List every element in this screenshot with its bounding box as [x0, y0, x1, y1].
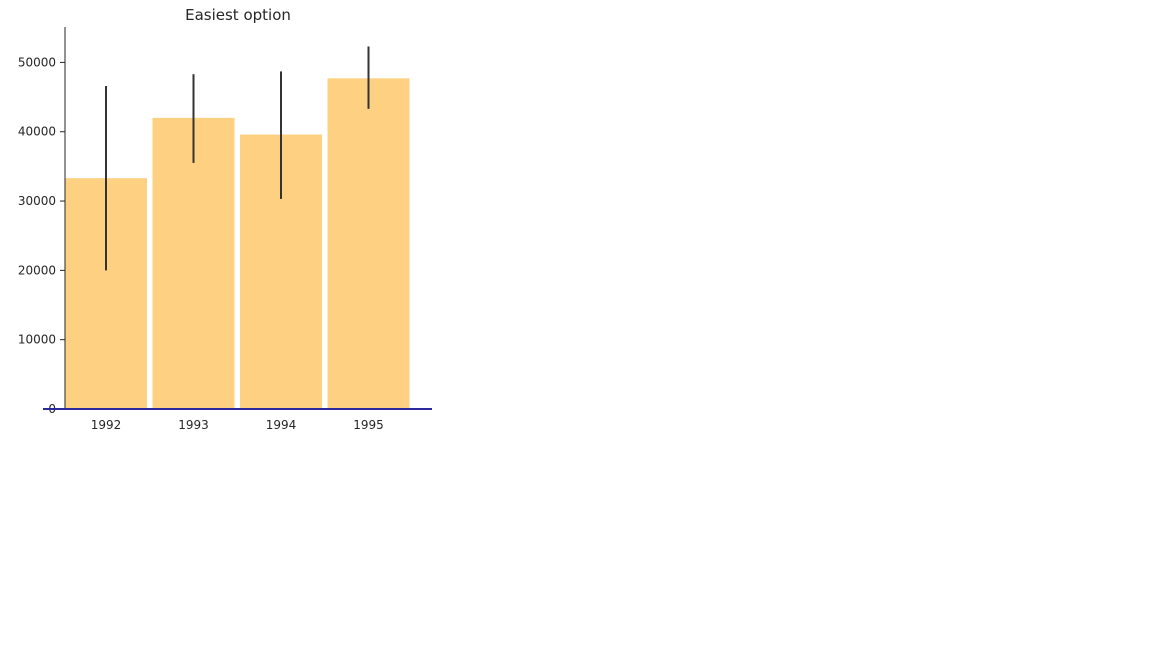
- x-tick-label: 1992: [91, 418, 122, 432]
- y-tick-label: 50000: [18, 55, 56, 69]
- y-tick-label: 40000: [18, 125, 56, 139]
- error-bars-layer: [105, 46, 370, 271]
- y-tick-label: 10000: [18, 333, 56, 347]
- bars-layer: [65, 78, 410, 409]
- x-axis: 1992 1993 1994 1995: [43, 408, 432, 432]
- y-axis: 01000020000300004000050000: [18, 27, 66, 416]
- y-tick-label: 30000: [18, 194, 56, 208]
- bar-1993: [152, 117, 235, 409]
- bar-1995: [327, 78, 410, 409]
- x-tick-label: 1993: [178, 418, 209, 432]
- x-tick-label: 1994: [266, 418, 297, 432]
- chart-title: Easiest option: [185, 6, 291, 24]
- y-tick-label: 20000: [18, 263, 56, 277]
- x-tick-label: 1995: [353, 418, 384, 432]
